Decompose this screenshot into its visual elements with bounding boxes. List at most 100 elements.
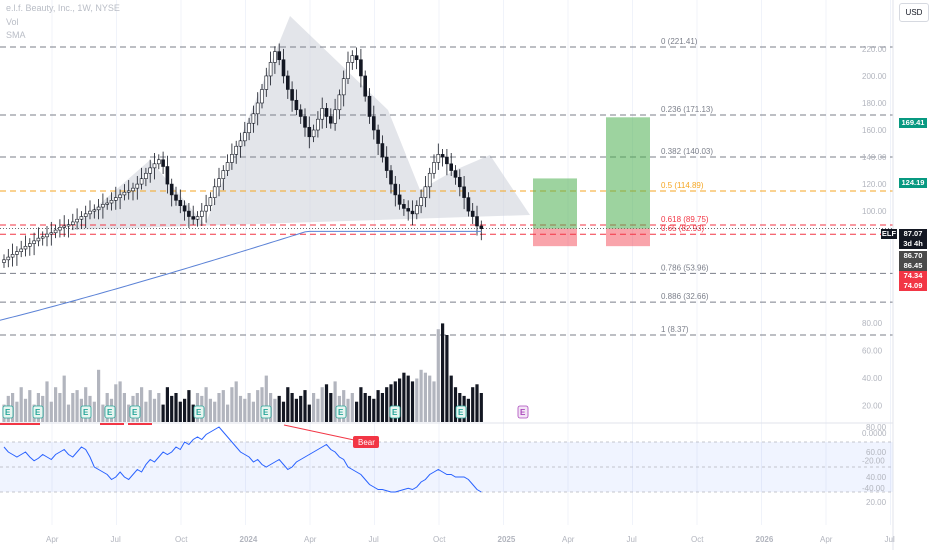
candle-body (96, 206, 101, 211)
upcoming-earnings-marker[interactable] (517, 405, 529, 419)
candle-body (105, 202, 109, 205)
currency-button[interactable]: USD (899, 3, 929, 22)
candle-body (479, 225, 484, 230)
earnings-marker[interactable] (389, 405, 401, 419)
earnings-marker-label: E (35, 408, 41, 417)
volume-bar (324, 384, 329, 422)
volume-bar (367, 395, 372, 422)
candle-body (303, 116, 307, 128)
earnings-marker[interactable] (455, 405, 467, 419)
price-axis-tick: 20.00 (862, 402, 883, 411)
volume-bar (299, 395, 303, 422)
volume-bar (436, 329, 440, 422)
candle-body (255, 102, 260, 115)
head-shoulders-pattern (70, 16, 530, 230)
candle-body (157, 159, 161, 165)
fib-label: 0.382 (140.03) (661, 147, 713, 156)
candle-body (243, 132, 247, 142)
volume-bar (376, 390, 380, 422)
earnings-marker[interactable] (2, 405, 14, 419)
candle-body (71, 221, 75, 225)
rsi-axis-tick: 20.00 (866, 498, 887, 507)
candle-body (174, 194, 178, 201)
volume-bar (316, 398, 320, 422)
volume-bar (273, 398, 277, 422)
volume-bar (75, 390, 79, 422)
volume-bar (389, 384, 393, 422)
candle-body (410, 210, 415, 215)
candle-body (462, 186, 466, 198)
candle-body (40, 236, 45, 239)
price-tag: 169.41 (899, 118, 927, 128)
volume-bar (243, 398, 247, 422)
volume-bar (49, 401, 53, 422)
earnings-marker[interactable] (80, 405, 92, 419)
candle-body (101, 204, 105, 208)
price-axis-tick: 140.00 (862, 153, 887, 162)
candle-body (475, 216, 479, 227)
candle-body (200, 210, 204, 217)
volume-bar (419, 369, 423, 422)
price-axis-tick: 180.00 (862, 99, 887, 108)
candle-body (187, 210, 191, 217)
earnings-marker-label: E (263, 408, 269, 417)
volume-bar (92, 401, 96, 422)
candle-body (320, 108, 325, 120)
volume-bar (380, 393, 384, 422)
upcoming-earnings-label: E (520, 408, 526, 417)
volume-bar (281, 401, 286, 422)
price-axis-tick: 220.00 (862, 45, 887, 54)
candle-body (109, 200, 114, 204)
fib-label: 1 (8.37) (661, 325, 689, 334)
take-profit-zone (606, 117, 650, 229)
volume-bar (165, 387, 169, 422)
earnings-marker[interactable] (129, 405, 141, 419)
volume-bar (15, 401, 19, 422)
candle-body (169, 183, 174, 196)
candle-body (114, 197, 118, 201)
volume-indicator-label[interactable]: Vol (6, 17, 19, 27)
candle-body (307, 127, 312, 138)
candle-body (238, 140, 243, 147)
candle-body (118, 194, 122, 198)
candle-body (337, 94, 342, 111)
fib-label: 0.5 (114.89) (661, 181, 704, 190)
price-axis-tick: -40.00 (862, 484, 885, 493)
candle-body (152, 163, 157, 169)
earnings-marker-label: E (338, 408, 344, 417)
earnings-marker[interactable] (104, 405, 116, 419)
volume-bar (449, 375, 453, 422)
stop-loss-zone (533, 228, 577, 247)
candle-body (406, 208, 411, 212)
volume-bar (466, 398, 470, 422)
candle-body (449, 163, 454, 171)
volume-bar (97, 369, 101, 422)
candle-body (260, 89, 264, 104)
volume-bar (355, 401, 359, 422)
price-tag: 86.70 (899, 251, 927, 261)
volume-bar (307, 404, 311, 422)
volume-bar (432, 381, 436, 422)
candle-body (131, 187, 135, 192)
volume-bar (251, 401, 255, 422)
fib-label: 0.236 (171.13) (661, 105, 713, 114)
time-axis-label: Oct (175, 535, 188, 544)
earnings-marker[interactable] (193, 405, 205, 419)
sma-indicator-label[interactable]: SMA (6, 30, 26, 40)
rsi-axis-tick: 40.00 (866, 473, 887, 482)
volume-bar (58, 393, 62, 422)
candle-body (346, 62, 350, 79)
candle-body (285, 75, 290, 90)
candle-body (294, 99, 299, 111)
candle-body (453, 170, 458, 178)
earnings-marker[interactable] (32, 405, 44, 419)
volume-bar (204, 387, 208, 422)
candle-body (333, 109, 337, 124)
earnings-marker[interactable] (260, 405, 272, 419)
price-tag: 3d 4h (899, 239, 927, 249)
volume-bar (23, 398, 28, 422)
symbol-title: e.l.f. Beauty, Inc., 1W, NYSE (6, 3, 120, 13)
earnings-marker-label: E (196, 408, 202, 417)
earnings-marker[interactable] (335, 405, 347, 419)
